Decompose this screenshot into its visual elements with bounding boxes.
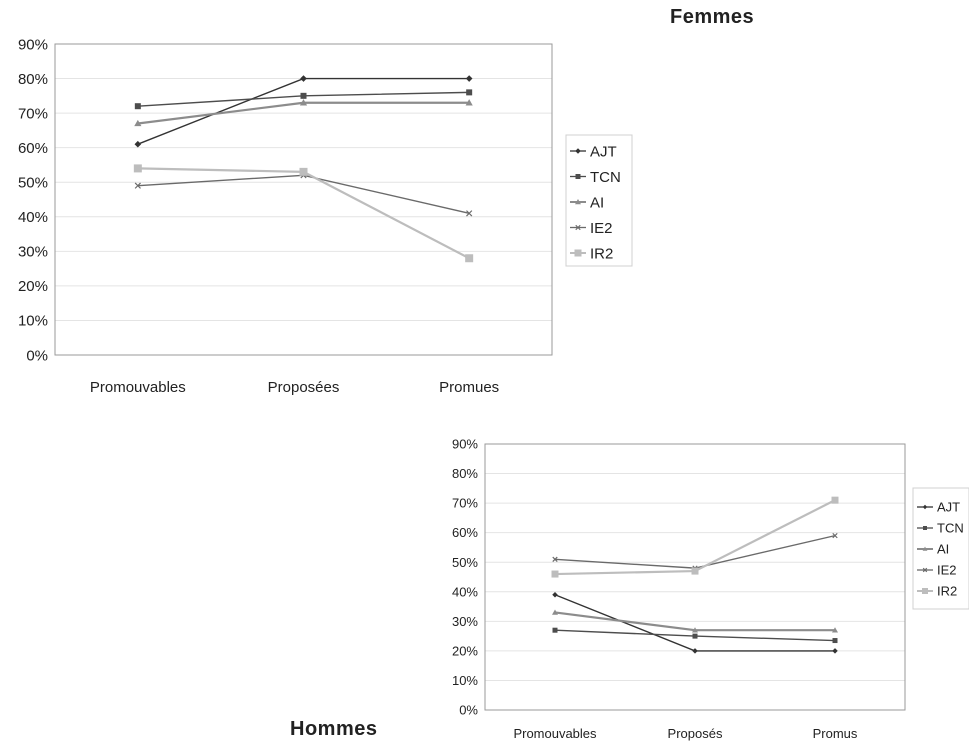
data-point-ai [692, 627, 698, 633]
legend-label-ir2: IR2 [937, 584, 957, 599]
legend-marker-tcn [575, 174, 581, 179]
data-point-ajt [300, 75, 307, 82]
data-point-ir2 [133, 164, 142, 173]
y-tick-label: 70% [452, 496, 478, 511]
series-line-ie2 [137, 174, 470, 215]
data-point-ie2 [832, 532, 838, 539]
data-point-tcn [692, 633, 698, 639]
y-tick-label: 10% [18, 313, 48, 330]
y-tick-label: 0% [459, 703, 478, 718]
data-point-tcn [552, 627, 558, 633]
y-tick-label: 90% [18, 36, 48, 53]
data-point-ir2 [551, 570, 559, 578]
legend-label-ajt: AJT [937, 500, 960, 515]
y-tick-label: 50% [18, 174, 48, 191]
y-tick-label: 30% [18, 244, 48, 261]
x-tick-label: Promues [439, 379, 499, 396]
series-line-ie2 [554, 534, 836, 569]
data-point-ir2 [299, 167, 308, 176]
y-tick-label: 40% [18, 209, 48, 226]
x-tick-label: Promouvables [513, 726, 597, 741]
x-tick-label: Promus [813, 726, 858, 741]
legend-marker-ie2 [922, 567, 928, 573]
legend-marker-ir2 [574, 249, 582, 257]
chart-hommes: 0% 10% 20% 30% 40% 50% 60% 70% 80% 90% Promouvable… [452, 437, 969, 741]
data-point-ai [299, 99, 308, 106]
data-point-ajt [465, 75, 473, 82]
data-point-ajt [692, 648, 698, 654]
data-point-ie2 [134, 182, 141, 189]
x-tick-label: Proposées [268, 379, 340, 396]
y-tick-label: 80% [18, 71, 48, 88]
plot-area [484, 443, 906, 711]
legend-label-ai: AI [590, 194, 604, 211]
data-point-ir2 [831, 496, 839, 504]
legend-label-ajt: AJT [590, 143, 617, 160]
legend-marker-tcn [923, 526, 927, 530]
y-tick-label: 90% [452, 437, 478, 452]
chart-femmes: 0% 10% 20% 30% 40% 50% 60% 70% 80% 90% Promouvable… [18, 36, 633, 396]
legend-marker-ajt [575, 148, 581, 154]
legend-box [565, 134, 633, 267]
legend-label-ie2: IE2 [937, 563, 957, 578]
y-tick-label: 10% [452, 673, 478, 688]
data-point-ie2 [552, 556, 558, 562]
legend-label-tcn: TCN [590, 169, 621, 186]
y-tick-label: 20% [452, 643, 478, 658]
chart-title-femmes: Femmes [670, 6, 755, 28]
data-point-ajt [832, 648, 838, 654]
data-point-tcn [466, 89, 473, 96]
data-point-ajt [552, 591, 558, 598]
x-tick-label: Proposés [668, 726, 723, 741]
legend-marker-ajt [922, 504, 928, 510]
y-tick-label: 60% [18, 140, 48, 157]
y-tick-label: 20% [18, 278, 48, 295]
legend-marker-ai [575, 199, 581, 205]
y-tick-label: 30% [452, 614, 478, 629]
legend-label-tcn: TCN [937, 521, 964, 536]
legend-label-ie2: IE2 [590, 220, 613, 237]
data-point-ir2 [691, 567, 699, 575]
x-tick-label: Promouvables [90, 379, 186, 396]
legend-marker-ai [922, 546, 928, 551]
legend-label-ai: AI [937, 542, 949, 557]
legend-label-ir2: IR2 [590, 245, 613, 262]
data-point-ai [552, 609, 558, 615]
y-tick-label: 70% [18, 105, 48, 122]
series-line-ajt [554, 594, 835, 652]
legend-hommes: AJT TCN AI IE2 IR2 [912, 487, 969, 610]
data-point-ie2 [466, 210, 473, 217]
data-point-tcn [134, 103, 141, 110]
legend-marker-ie2 [575, 224, 581, 231]
legend-marker-ir2 [922, 588, 928, 594]
data-point-ir2 [465, 254, 474, 263]
y-tick-label: 80% [452, 466, 478, 481]
plot-area [54, 43, 553, 356]
data-point-tcn [300, 92, 307, 99]
data-point-ajt [134, 140, 142, 148]
y-tick-label: 0% [26, 347, 48, 364]
chart-title-hommes: Hommes [290, 718, 378, 740]
data-point-ai [832, 627, 838, 633]
data-point-ai [134, 119, 142, 127]
data-point-ai [465, 99, 473, 106]
y-tick-label: 40% [452, 584, 478, 599]
legend-femmes: AJT TCN AI IE2 IR2 [565, 134, 633, 267]
y-tick-label: 60% [452, 525, 478, 540]
y-tick-label: 50% [452, 555, 478, 570]
series-line-ir2 [554, 499, 836, 576]
data-point-tcn [832, 638, 838, 644]
series-line-ajt [137, 77, 470, 145]
